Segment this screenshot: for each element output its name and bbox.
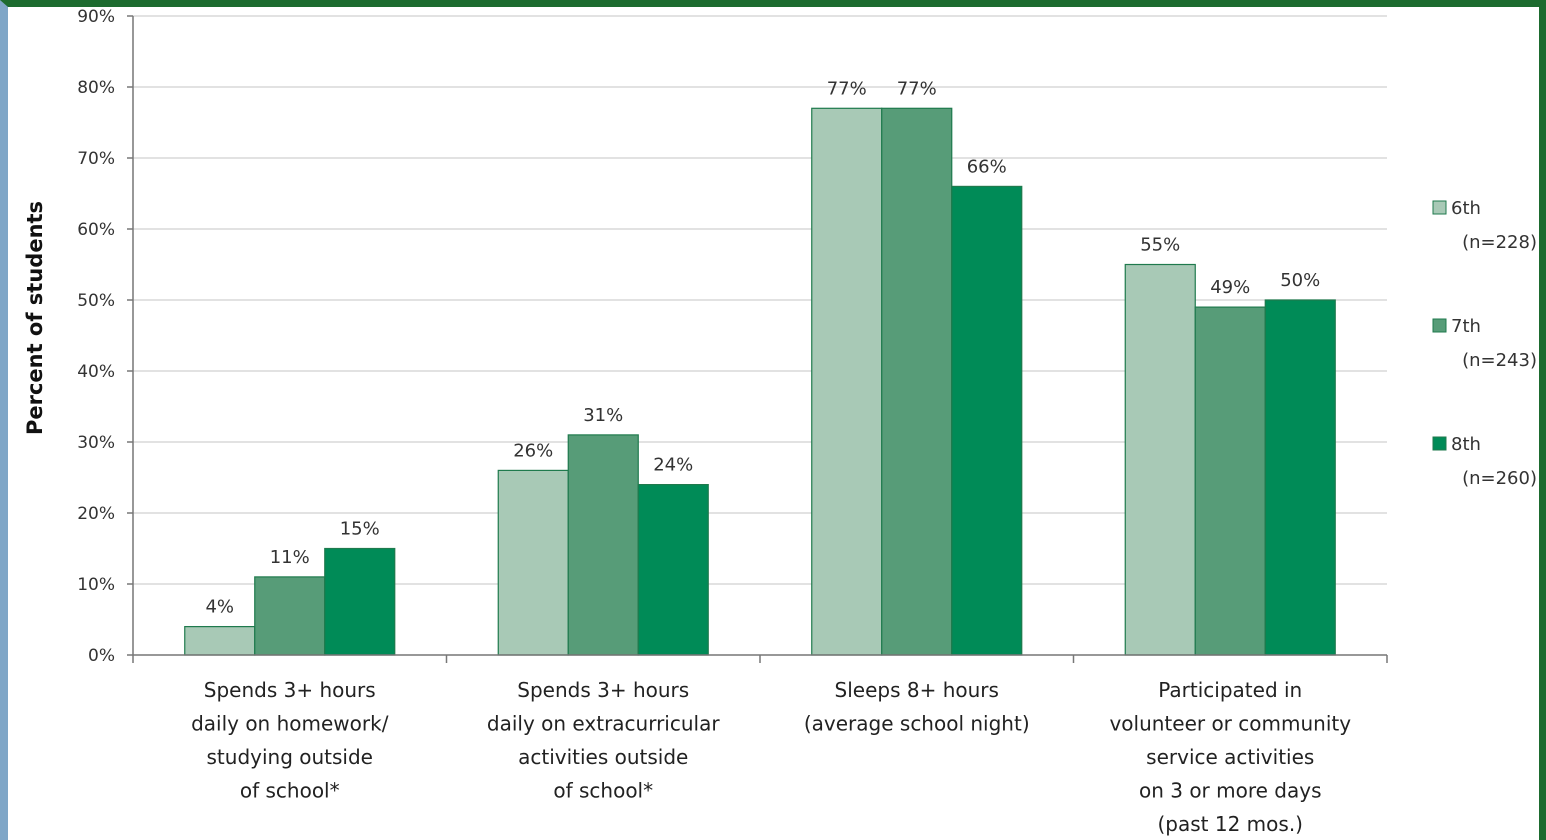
bar-8th-1 xyxy=(637,484,709,656)
y-tick-label: 90% xyxy=(77,7,115,27)
bar-6th-0 xyxy=(184,625,256,656)
y-tick-label: 10% xyxy=(77,575,115,595)
data-label: 55% xyxy=(1140,235,1180,256)
bar-6th-3 xyxy=(1124,263,1196,656)
bar-7th-0 xyxy=(254,576,326,656)
y-tick-label: 0% xyxy=(88,646,115,666)
bars xyxy=(184,107,1336,656)
bar-8th-3 xyxy=(1264,299,1336,656)
legend: 6th (n=228) 7th (n=243) 8th (n=260) xyxy=(1432,198,1537,489)
bar-7th-2 xyxy=(881,107,953,656)
data-label: 24% xyxy=(653,455,693,476)
data-label: 50% xyxy=(1280,270,1320,291)
legend-label-6th: 6th xyxy=(1451,198,1481,219)
category-label: Spends 3+ hours daily on extracurricular a… xyxy=(487,678,720,803)
category-label: Participated in volunteer or community ser… xyxy=(1109,678,1351,836)
gridlines xyxy=(133,15,1387,585)
y-axis-ticks: 0% 10% 20% 30% 40% 50% 60% 70% 80% 90% xyxy=(77,7,133,666)
data-label: 77% xyxy=(897,78,937,99)
data-label: 66% xyxy=(967,156,1007,177)
data-label: 49% xyxy=(1210,277,1250,298)
category-label: Spends 3+ hours daily on homework/studyin… xyxy=(191,678,389,803)
legend-swatch-6th xyxy=(1432,200,1447,215)
data-label: 26% xyxy=(513,440,553,461)
legend-n-label: (n=260) xyxy=(1462,468,1537,489)
data-label: 15% xyxy=(340,519,380,540)
bar-8th-0 xyxy=(324,547,396,656)
category-label: Sleeps 8+ hours (average school night) xyxy=(804,678,1030,736)
bar-7th-3 xyxy=(1194,306,1266,656)
bar-7th-1 xyxy=(567,434,639,656)
legend-swatch-8th xyxy=(1432,436,1447,451)
legend-swatch-7th xyxy=(1432,318,1447,333)
y-axis-title: Percent of students xyxy=(23,201,47,435)
y-tick-label: 80% xyxy=(77,78,115,98)
y-tick-label: 60% xyxy=(77,220,115,240)
bar-6th-2 xyxy=(811,107,883,656)
data-label: 11% xyxy=(270,547,310,568)
data-label: 31% xyxy=(583,405,623,426)
data-label: 4% xyxy=(205,597,234,618)
y-tick-label: 20% xyxy=(77,504,115,524)
data-label: 77% xyxy=(827,78,867,99)
bar-6th-1 xyxy=(497,469,569,656)
legend-label-7th: 7th xyxy=(1451,316,1481,337)
legend-n-label: (n=243) xyxy=(1462,350,1537,371)
data-labels: 4% 26% 77% 55% 11% 31% 77% 49% 15% 24% 66% 50% xyxy=(205,78,1320,617)
y-tick-label: 70% xyxy=(77,149,115,169)
legend-label-8th: 8th xyxy=(1451,434,1481,455)
axes xyxy=(132,16,1388,663)
legend-n-label: (n=228) xyxy=(1462,232,1537,253)
category-labels: Spends 3+ hours daily on homework/studyin… xyxy=(191,678,1351,836)
bar-8th-2 xyxy=(951,185,1023,656)
y-tick-label: 40% xyxy=(77,362,115,382)
y-tick-label: 50% xyxy=(77,291,115,311)
y-tick-label: 30% xyxy=(77,433,115,453)
